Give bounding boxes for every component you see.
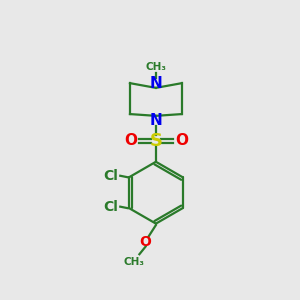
- Text: N: N: [149, 76, 162, 91]
- Text: Cl: Cl: [103, 169, 118, 183]
- Text: O: O: [140, 235, 152, 249]
- Text: Cl: Cl: [103, 200, 118, 214]
- Text: CH₃: CH₃: [124, 257, 145, 268]
- Text: O: O: [124, 133, 137, 148]
- Text: O: O: [175, 133, 188, 148]
- Text: CH₃: CH₃: [146, 62, 167, 72]
- Text: N: N: [149, 113, 162, 128]
- Text: S: S: [149, 132, 162, 150]
